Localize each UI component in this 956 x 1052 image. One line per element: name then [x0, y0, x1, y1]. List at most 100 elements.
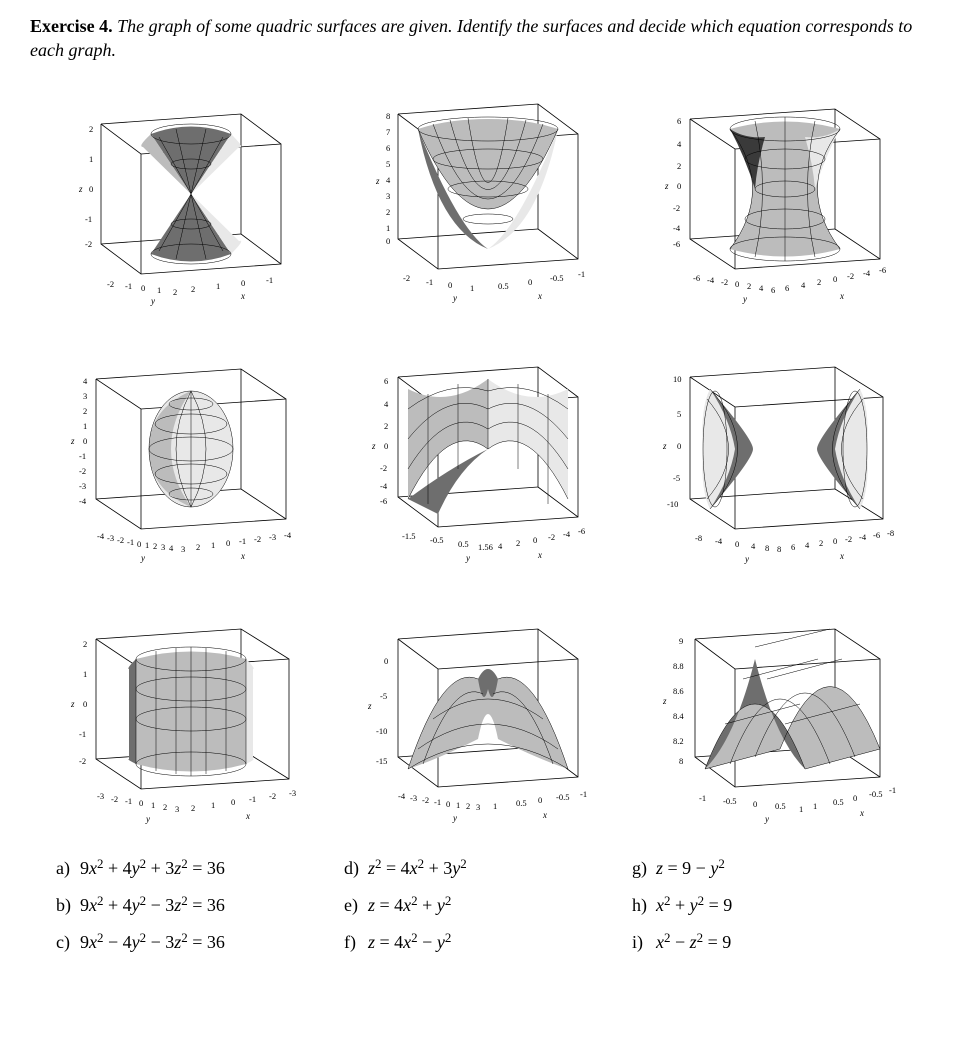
svg-text:0.5: 0.5: [775, 801, 786, 811]
x-axis-label: x: [839, 291, 844, 301]
svg-text:0: 0: [226, 538, 230, 548]
y-axis-label: y: [140, 553, 145, 563]
svg-text:-1.5: -1.5: [402, 531, 415, 541]
svg-text:2: 2: [466, 801, 470, 811]
svg-text:1: 1: [813, 801, 817, 811]
y-ticks: -2-101: [403, 273, 474, 293]
svg-text:-1: -1: [85, 214, 92, 224]
svg-text:8.6: 8.6: [673, 686, 684, 696]
svg-text:-4: -4: [284, 530, 292, 540]
svg-text:2: 2: [83, 639, 87, 649]
z-axis-label: z: [662, 441, 667, 451]
surface-hyp2: [703, 389, 868, 509]
svg-text:0: 0: [446, 799, 450, 809]
svg-text:10: 10: [673, 374, 682, 384]
svg-text:-0.5: -0.5: [556, 792, 569, 802]
surface-saddle: [408, 379, 568, 514]
x-ticks: 10.50-0.5-1: [813, 785, 896, 811]
svg-text:6: 6: [677, 116, 681, 126]
svg-text:8: 8: [777, 544, 781, 554]
svg-text:2: 2: [384, 421, 388, 431]
svg-text:0: 0: [853, 793, 857, 803]
z-axis-label: z: [70, 436, 75, 446]
svg-text:-4: -4: [563, 529, 571, 539]
svg-text:0: 0: [735, 539, 739, 549]
z-axis-label: z: [367, 701, 372, 711]
svg-text:-2: -2: [79, 756, 86, 766]
svg-text:0: 0: [241, 278, 245, 288]
z-ticks: 1050-5-10: [667, 374, 682, 509]
svg-text:-1: -1: [434, 797, 441, 807]
svg-text:0: 0: [89, 184, 93, 194]
svg-text:0: 0: [384, 656, 388, 666]
y-axis-label: y: [764, 814, 769, 824]
y-ticks: -8-4048: [695, 533, 769, 553]
y-axis-label: y: [465, 553, 470, 563]
x-axis-label: x: [537, 550, 542, 560]
x-ticks: 0.50-0.5-1: [498, 269, 585, 291]
svg-text:-1: -1: [127, 537, 134, 547]
y-axis-label: y: [452, 293, 457, 303]
svg-text:8: 8: [765, 543, 769, 553]
surface-cone: [141, 124, 241, 264]
plot-hyperboloid-two-sheets: 1050-5-10 z -8-4048 y 8642 0-2-4-6-8 x: [635, 349, 916, 569]
svg-text:-1: -1: [889, 785, 896, 795]
svg-text:0: 0: [83, 436, 87, 446]
svg-text:-2: -2: [422, 795, 429, 805]
svg-text:-0.5: -0.5: [723, 796, 736, 806]
svg-text:-2: -2: [79, 466, 86, 476]
svg-text:2: 2: [153, 541, 157, 551]
svg-text:0.5: 0.5: [516, 798, 527, 808]
exercise-prompt: Exercise 4. The graph of some quadric su…: [30, 14, 926, 63]
svg-text:-2: -2: [117, 535, 124, 545]
svg-text:-4: -4: [79, 496, 87, 506]
svg-text:4: 4: [498, 541, 503, 551]
svg-text:2: 2: [677, 161, 681, 171]
x-axis-label: x: [542, 810, 547, 820]
svg-text:-4: -4: [97, 531, 105, 541]
y-axis-label: y: [742, 294, 747, 304]
x-axis-label: x: [859, 808, 864, 818]
surface-ellipsoid: [149, 391, 233, 507]
svg-text:-1: -1: [699, 793, 706, 803]
plot-parabolic-cylinder: 98.88.68.48.28 z -1-0.500.51 y 10.50-0.5…: [635, 609, 916, 829]
z-axis-label: z: [371, 441, 376, 451]
svg-text:8.4: 8.4: [673, 711, 684, 721]
svg-text:-15: -15: [376, 756, 387, 766]
z-ticks: 6420 -2-4-6: [673, 116, 682, 249]
svg-text:-1: -1: [249, 794, 256, 804]
equation-h: h)x2 + y2 = 9: [632, 893, 900, 916]
svg-text:0: 0: [231, 797, 235, 807]
svg-text:-2: -2: [845, 534, 852, 544]
svg-text:1: 1: [216, 281, 220, 291]
svg-text:2: 2: [516, 538, 520, 548]
svg-text:-4: -4: [380, 481, 388, 491]
surface-hyp1: [730, 117, 840, 261]
y-ticks: -6-4-20 246: [693, 273, 775, 295]
exercise-text: The graph of some quadric surfaces are g…: [30, 16, 912, 60]
equation-d: d)z2 = 4x2 + 3y2: [344, 857, 612, 880]
plot-ellipsoid: 4321 0-1-2-3-4 z -4-3-2-1 01234 y 3210 -…: [40, 349, 321, 569]
svg-text:4: 4: [677, 139, 682, 149]
z-axis-label: z: [70, 699, 75, 709]
svg-text:-3: -3: [107, 533, 114, 543]
svg-text:0: 0: [528, 277, 532, 287]
svg-text:-6: -6: [873, 530, 880, 540]
svg-text:-1: -1: [426, 277, 433, 287]
svg-text:4: 4: [759, 283, 764, 293]
svg-text:-2: -2: [403, 273, 410, 283]
svg-text:-1: -1: [125, 796, 132, 806]
svg-text:8: 8: [679, 756, 683, 766]
svg-text:0: 0: [677, 181, 681, 191]
svg-text:-3: -3: [97, 791, 104, 801]
svg-text:0: 0: [139, 798, 143, 808]
svg-text:2: 2: [819, 538, 823, 548]
svg-text:3: 3: [175, 804, 179, 814]
equation-list: a)9x2 + 4y2 + 3z2 = 36 d)z2 = 4x2 + 3y2 …: [56, 857, 900, 953]
svg-text:0: 0: [384, 441, 388, 451]
svg-text:-2: -2: [721, 277, 728, 287]
plot-hyperbolic-paraboloid-2: 0-5-10-15 z -4-3-2-1 0123 y 10.50 -0.5-1…: [337, 609, 618, 829]
svg-text:0: 0: [538, 795, 542, 805]
svg-text:5: 5: [677, 409, 681, 419]
surface-cylinder: [128, 647, 253, 776]
